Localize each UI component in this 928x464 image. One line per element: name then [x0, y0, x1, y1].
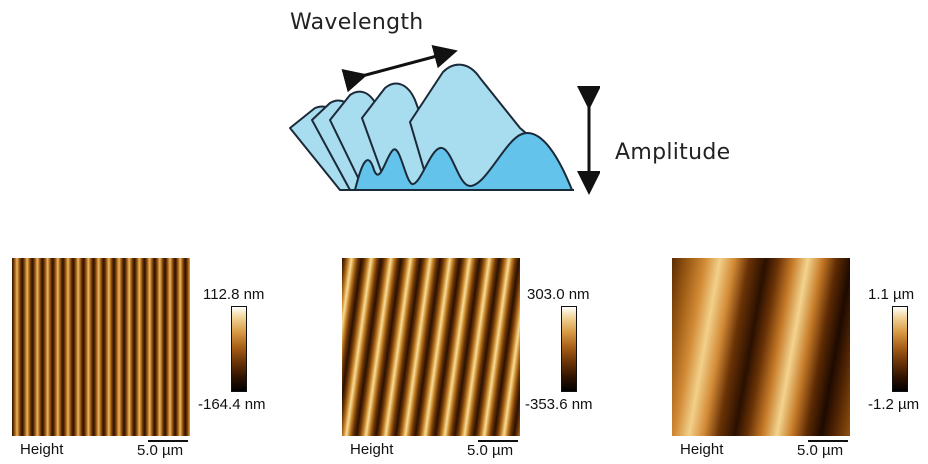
- afm-channel-label-1: Height: [20, 441, 64, 458]
- afm-channel-label-3: Height: [680, 441, 724, 458]
- afm-height-image-1: [12, 258, 190, 436]
- wavelength-arrow: [341, 45, 458, 93]
- colorbar-max-label-2: 303.0 nm: [527, 286, 590, 303]
- wavelength-label: Wavelength: [290, 10, 424, 35]
- colorbar-min-label-1: -164.4 nm: [198, 396, 266, 413]
- colorbar-max-label-1: 112.8 nm: [203, 286, 265, 303]
- afm-height-image-3: [672, 258, 850, 436]
- scale-bar-label-3: 5.0 µm: [797, 442, 844, 459]
- afm-height-image-2: [342, 258, 520, 436]
- afm-channel-label-2: Height: [350, 441, 394, 458]
- colorbar-min-label-2: -353.6 nm: [525, 396, 593, 413]
- wrinkle-schematic-svg: [289, 45, 601, 195]
- scale-bar-2: [478, 440, 518, 442]
- colorbar-1: [231, 306, 247, 392]
- colorbar-min-label-3: -1.2 µm: [868, 396, 920, 413]
- scale-bar-3: [808, 440, 848, 442]
- scale-bar-1: [148, 440, 188, 442]
- scale-bar-label-1: 5.0 µm: [137, 442, 184, 459]
- colorbar-2: [561, 306, 577, 392]
- colorbar-max-label-3: 1.1 µm: [868, 286, 915, 303]
- wave-ridges: [289, 63, 573, 191]
- scale-bar-label-2: 5.0 µm: [467, 442, 514, 459]
- wave-front-face: [354, 132, 573, 191]
- colorbar-3: [892, 306, 908, 392]
- wrinkle-schematic: [270, 40, 601, 205]
- amplitude-label: Amplitude: [615, 140, 731, 165]
